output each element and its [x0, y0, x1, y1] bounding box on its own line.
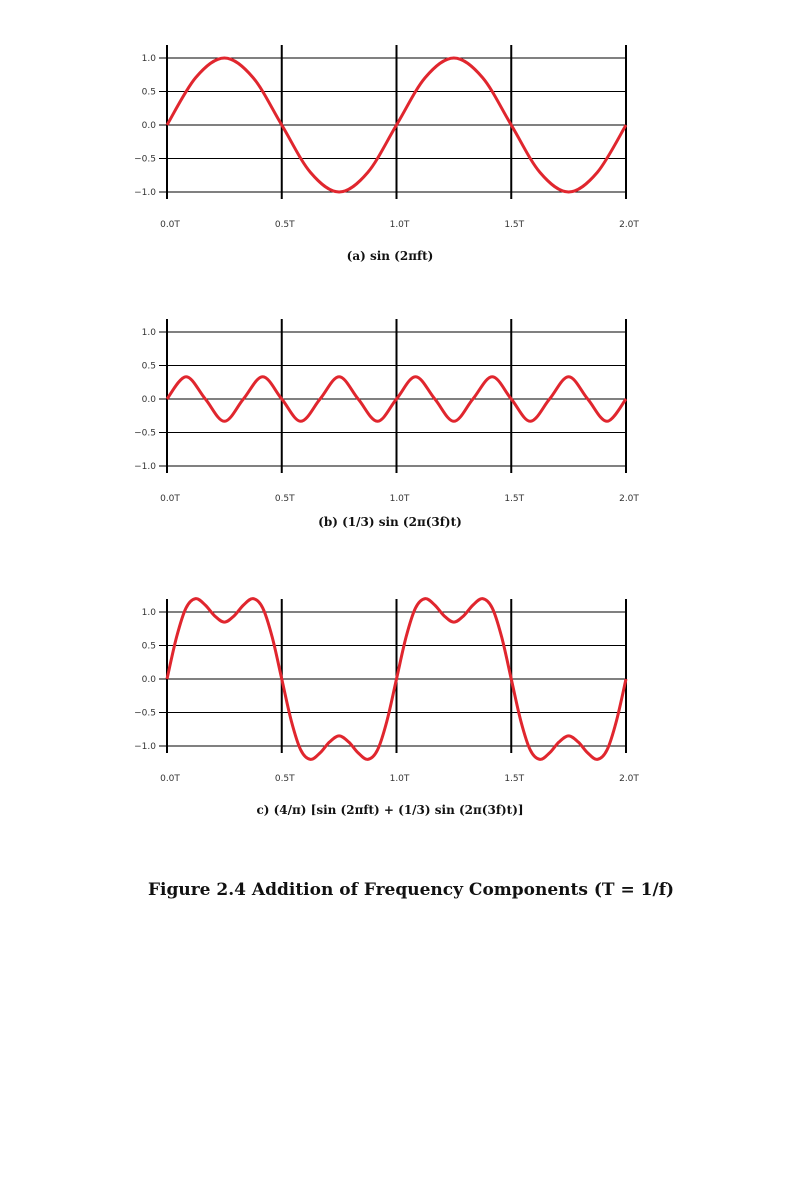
panel-a-y-tick-label: 0.5 [142, 88, 156, 98]
panel-c-x-tick-label: 0.0T [160, 774, 180, 784]
panel-a-svg: 1.0 0.5 0.0 −0.5 −1.0 0.0T 0.5T 1.0T 1.5T 2.0T [134, 45, 639, 230]
panel-a-y-tick-label: −1.0 [134, 188, 156, 198]
panel-b-x-tick-label: 0.5T [275, 494, 295, 504]
panel-c-y-tick-label: 1.0 [142, 608, 157, 618]
panel-a-y-tick-label: −0.5 [134, 155, 156, 165]
panel-c-x-tick-label: 1.5T [504, 774, 524, 784]
panel-a-x-tick-label: 0.5T [275, 220, 295, 230]
panel-c-x-tick-label: 1.0T [390, 774, 410, 784]
panel-c-caption: c) (4/π) [sin (2πft) + (1/3) sin (2π(3f)… [256, 803, 524, 817]
panel-b-x-tick-label: 1.0T [390, 494, 410, 504]
panel-c-plot: 1.0 0.5 0.0 −0.5 −1.0 0.0T 0.5T 1.0T 1.5T 2.0T [0, 596, 800, 786]
panel-c-x-tick-label: 0.5T [275, 774, 295, 784]
figure-title: Figure 2.4 Addition of Frequency Compone… [147, 880, 675, 900]
panel-a-x-tick-label: 0.0T [160, 220, 180, 230]
panel-a-y-tick-label: 1.0 [142, 54, 157, 64]
panel-a-x-tick-label: 2.0T [619, 220, 639, 230]
panel-b-y-tick-label: −1.0 [134, 462, 156, 472]
panel-c-y-tick-label: 0.0 [142, 675, 157, 685]
panel-a-x-tick-label: 1.5T [504, 220, 524, 230]
panel-b-y-tick-label: −0.5 [134, 429, 156, 439]
panel-b-y-tick-label: 0.5 [142, 362, 156, 372]
panel-b-x-tick-label: 0.0T [160, 494, 180, 504]
panel-b-x-tick-label: 2.0T [619, 494, 639, 504]
panel-c-series-line [165, 597, 628, 761]
panel-b-plot: 1.0 0.5 0.0 −0.5 −1.0 0.0T 0.5T 1.0T 1.5T 2.0T [0, 316, 800, 506]
panel-c-svg: 1.0 0.5 0.0 −0.5 −1.0 0.0T 0.5T 1.0T 1.5T 2.0T [134, 597, 639, 784]
panel-b-series-line [165, 375, 628, 423]
panel-b-x-tick-label: 1.5T [504, 494, 524, 504]
panel-b-y-tick-label: 0.0 [142, 395, 157, 405]
panel-a-caption: (a) sin (2πft) [346, 249, 434, 263]
panel-b-svg: 1.0 0.5 0.0 −0.5 −1.0 0.0T 0.5T 1.0T 1.5T 2.0T [134, 319, 639, 504]
panel-c-y-tick-label: 0.5 [142, 642, 156, 652]
panel-a-series-line [165, 56, 628, 194]
panel-c-x-tick-label: 2.0T [619, 774, 639, 784]
panel-a-y-tick-label: 0.0 [142, 121, 157, 131]
panel-c-y-tick-label: −0.5 [134, 709, 156, 719]
panel-c-y-tick-label: −1.0 [134, 742, 156, 752]
panel-b-caption: (b) (1/3) sin (2π(3f)t) [318, 515, 462, 529]
panel-b-y-tick-label: 1.0 [142, 328, 157, 338]
panel-a-x-tick-label: 1.0T [390, 220, 410, 230]
panel-a-plot: 1.0 0.5 0.0 −0.5 −1.0 0.0T 0.5T 1.0T 1.5T 2.0T [0, 42, 800, 232]
